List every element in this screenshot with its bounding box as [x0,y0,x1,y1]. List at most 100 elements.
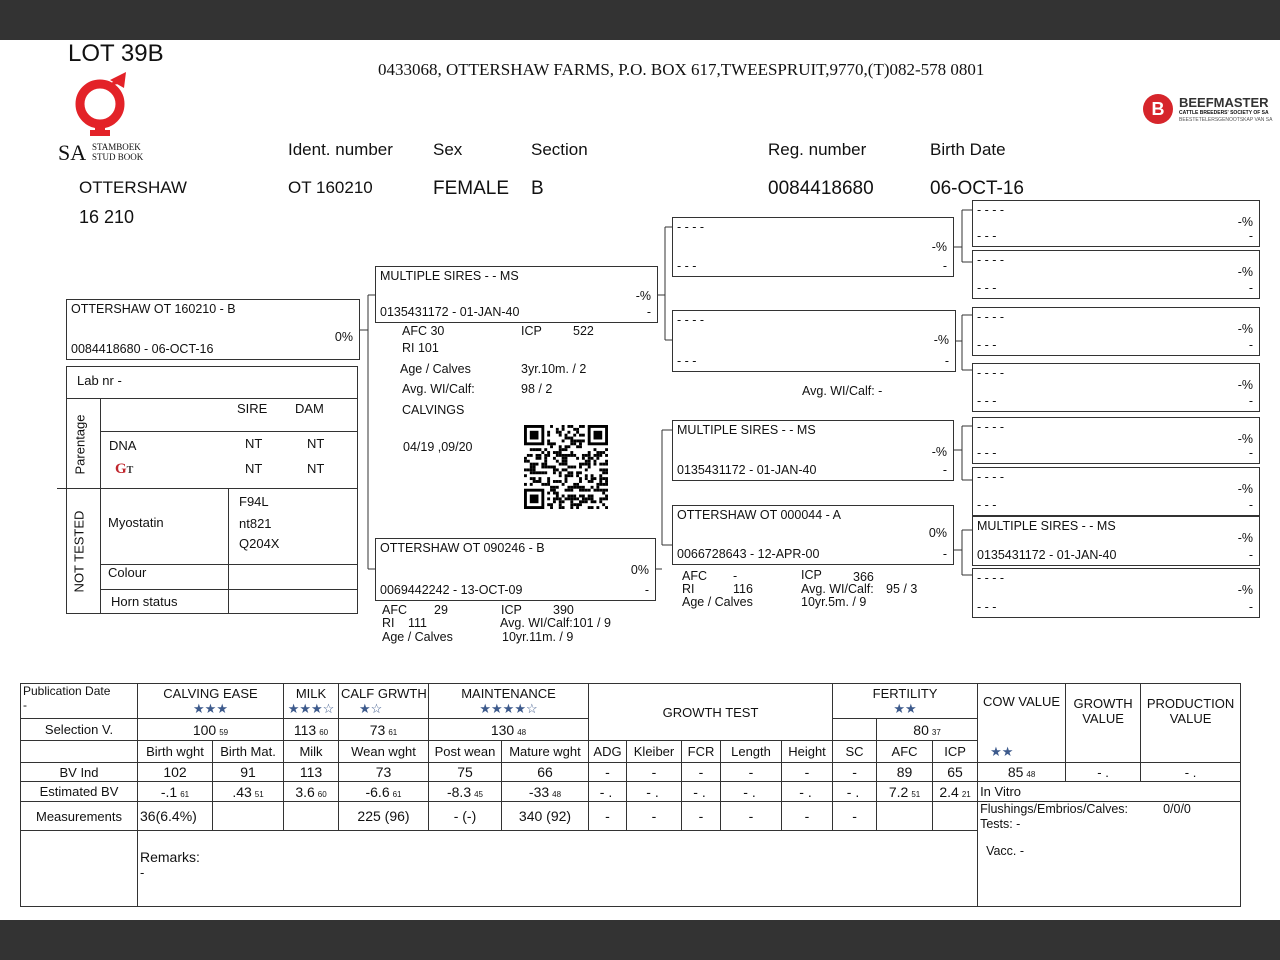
dd-afc: - [733,569,738,583]
measurement-value: 225 (96) [338,801,429,831]
estimated-bv-value: 7.2 51 [876,781,934,802]
bv-ind-value: 102 [137,762,213,782]
studbook-line2: STUD BOOK [92,152,144,162]
gt-sire: NT [245,461,263,476]
measurement-value: - [588,801,627,831]
estimated-bv-value: -8.3 45 [428,781,502,802]
animal-name: OTTERSHAW OT 090246 - B [380,541,545,555]
bv-ind-value: - [780,762,834,782]
dash: - [646,305,651,319]
bv-ind-value: 89 [876,762,934,782]
measurement-value [932,801,979,831]
blank-cell [20,830,138,907]
section-value: B [531,178,544,199]
myostatin-label: Myostatin [108,515,164,530]
milk-header: MILK ★★★☆ [283,683,339,719]
estimated-bv-value: -6.6 61 [338,781,429,802]
dd-afc-label: AFC [682,569,707,583]
ident-label: Ident. number [288,140,393,159]
selection-calf-growth: 73 61 [338,718,429,741]
pedigree-box-ggp-8: - - - - -% - - - - [972,568,1260,618]
dam-ri: 111 [408,616,428,630]
column-header: Birth Mat. [212,740,284,763]
animal-name: - - - - [977,571,1005,585]
measurement-value: 36(6.4%) [137,801,213,831]
reg-date: - - - [977,229,997,243]
fertility-header: FERTILITY ★★ [832,683,979,719]
dd-icp-label: ICP [801,568,822,582]
reg-date: 0135431172 - 01-JAN-40 [977,548,1117,562]
measurements-label: Measurements [20,801,138,831]
column-header: Post wean [428,740,502,763]
bv-ind-row: BV Ind 102 91 113 73 75 66- - - - - -89 65 85 48- .- . [20,762,1242,782]
inbreeding-pct: -% [933,333,949,347]
beefmaster-line1: CATTLE BREEDERS' SOCIETY OF SA [1179,110,1269,116]
in-vitro-label: In Vitro [977,781,1242,802]
animal-name: - - - - [977,253,1005,267]
dd-ri-label: RI [682,582,695,596]
dash: - [1248,446,1253,460]
sire-wi-label: Avg. WI/Calf: [402,382,475,396]
section-label: Section [531,140,588,159]
animal-name: - - - - [677,220,705,234]
tests: Tests: - [980,817,1021,831]
dash: - [1248,338,1253,352]
measurement-value: - [626,801,682,831]
sire-col-label: SIRE [237,401,268,416]
sire-ri: RI 101 [402,341,439,355]
dash: - [944,354,949,368]
column-header: Length [720,740,782,763]
cow-value-stars-icon: ★★ [990,744,1014,759]
milk-stars-icon: ★★★☆ [287,700,335,716]
dam-wi: Avg. WI/Calf:101 / 9 [500,616,611,630]
estimated-bv-value: - . [720,781,782,802]
beefmaster-b-icon: B [1143,94,1173,124]
reg-date: 0069442242 - 13-OCT-09 [380,583,523,597]
pedigree-box-ggp-3: - - - - -% - - - - [972,307,1260,356]
dd-wi-label: Avg. WI/Calf: [801,582,874,596]
pedigree-box-ggp-6: - - - - -% - - - - [972,467,1260,516]
column-header: Mature wght [501,740,589,763]
dash: - [942,259,947,273]
milk-label: MILK [295,685,327,701]
maintenance-label: MAINTENANCE [461,685,556,701]
divider [228,488,229,613]
production-value-header: PRODUCTION VALUE [1140,683,1242,763]
bv-ind-label: BV Ind [20,762,138,782]
inbreeding-pct: -% [1237,482,1253,496]
dash: - [1248,548,1253,562]
dd-age: 10yr.5m. / 9 [801,595,867,609]
growth-value-bv: - . [1065,762,1142,782]
dam-col-label: DAM [295,401,324,416]
calf-growth-header: CALF GRWTH. ★☆ [338,683,429,719]
pedigree-box-ggp-2: - - - - -% - - - - [972,250,1260,299]
inbreeding-pct: -% [1237,265,1253,279]
birth-label: Birth Date [930,140,1006,159]
dash: - [1248,600,1253,614]
reg-value: 0084418680 [768,178,874,199]
reg-date: - - - [977,600,997,614]
dam-icp-label: ICP [501,603,522,617]
animal-name: MULTIPLE SIRES - - MS [677,423,816,437]
gt-dam: NT [307,461,325,476]
pedigree-box-animal: OTTERSHAW OT 160210 - B 0% 0084418680 - 06… [66,299,360,360]
selection-fertility: 80 37 [876,718,979,741]
pedigree-box-ggp-1: - - - - -% - - - - [972,200,1260,247]
qr-code [524,425,608,509]
animal-name: - - - - [977,420,1005,434]
remarks-row: Remarks: - [20,830,1241,907]
reg-date: - - - [977,394,997,408]
birth-value: 06-OCT-16 [930,178,1024,199]
measurement-value: - [720,801,782,831]
sire-wi: 98 / 2 [521,382,553,396]
column-header: Milk [283,740,339,763]
divider [67,398,357,399]
estimated-bv-value: 2.4 21 [932,781,979,802]
inbreeding-pct: -% [1237,531,1253,545]
pedigree-box-sires-dam: - - - - -% - - - - [672,310,956,372]
fertility-stars-icon: ★★ [893,700,917,716]
remarks-cell: Remarks: - [136,830,979,907]
calving-ease-stars-icon: ★★★ [193,700,228,716]
divider [100,589,357,590]
bv-ind-value: 65 [932,762,979,782]
